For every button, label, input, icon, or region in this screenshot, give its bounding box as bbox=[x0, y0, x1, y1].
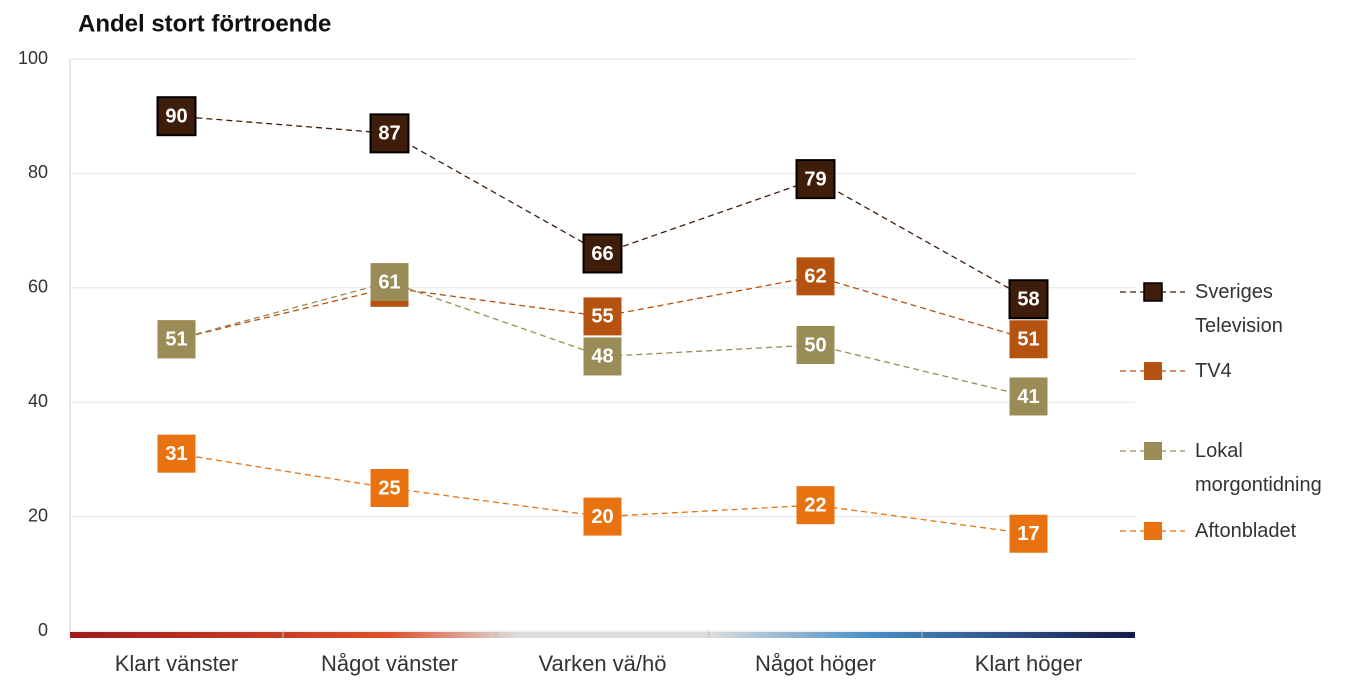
data-label: 31 bbox=[165, 443, 187, 465]
data-marker bbox=[796, 326, 835, 364]
legend-label: TV4 bbox=[1195, 360, 1232, 382]
data-label: 51 bbox=[165, 329, 187, 351]
data-marker bbox=[1009, 377, 1048, 416]
data-label: 87 bbox=[378, 123, 400, 145]
legend-swatch bbox=[1144, 442, 1162, 460]
legend-label: Sveriges Television bbox=[1195, 281, 1283, 337]
series-line bbox=[176, 115, 1029, 300]
data-marker bbox=[157, 434, 196, 473]
data-label: 66 bbox=[591, 243, 613, 265]
legend-label: Aftonbladet bbox=[1195, 520, 1297, 542]
legend-swatch bbox=[1143, 282, 1163, 302]
legend-label: Lokal morgontidning bbox=[1195, 440, 1322, 496]
data-marker bbox=[583, 297, 622, 336]
x-tick-label: Något höger bbox=[755, 651, 876, 676]
data-marker bbox=[1009, 514, 1048, 553]
data-label: 61 bbox=[378, 271, 400, 293]
x-tick-label: Varken vä/hö bbox=[538, 651, 666, 676]
markers: 9087667958516055625151614850413125202217 bbox=[156, 96, 1049, 553]
data-marker bbox=[157, 320, 196, 359]
data-label: 55 bbox=[591, 306, 613, 328]
y-tick-label: 100 bbox=[18, 48, 48, 68]
legend-swatch bbox=[1144, 362, 1162, 380]
data-marker bbox=[582, 233, 623, 274]
data-label: 90 bbox=[165, 105, 187, 127]
data-marker bbox=[370, 263, 409, 302]
data-label: 58 bbox=[1017, 289, 1039, 311]
x-tick-label: Något vänster bbox=[321, 651, 458, 676]
y-tick-label: 0 bbox=[38, 620, 48, 640]
x-tick-label: Klart höger bbox=[975, 651, 1083, 676]
data-label: 50 bbox=[804, 334, 826, 356]
y-tick-label: 60 bbox=[28, 277, 48, 297]
data-label: 41 bbox=[1017, 386, 1039, 408]
data-label: 62 bbox=[804, 266, 826, 288]
data-marker bbox=[796, 486, 835, 525]
spectrum-strip bbox=[70, 632, 1135, 638]
data-marker bbox=[156, 96, 197, 137]
data-marker bbox=[370, 469, 409, 507]
data-label: 20 bbox=[591, 506, 613, 528]
legend-swatch bbox=[1144, 522, 1162, 540]
y-tick-label: 20 bbox=[28, 505, 48, 525]
y-tick-label: 80 bbox=[28, 162, 48, 182]
data-marker bbox=[583, 497, 622, 536]
data-label: 79 bbox=[804, 168, 826, 190]
data-marker bbox=[795, 159, 836, 200]
data-label: 22 bbox=[804, 494, 826, 516]
data-marker bbox=[583, 337, 622, 376]
y-tick-label: 40 bbox=[28, 391, 48, 411]
data-label: 51 bbox=[1017, 329, 1039, 351]
data-label: 48 bbox=[591, 346, 613, 368]
data-marker bbox=[796, 257, 835, 296]
series-line bbox=[176, 281, 1029, 398]
data-marker bbox=[1008, 279, 1049, 320]
data-label: 25 bbox=[378, 477, 400, 499]
data-marker bbox=[1009, 320, 1048, 359]
data-label: 17 bbox=[1017, 523, 1039, 545]
x-tick-label: Klart vänster bbox=[115, 651, 239, 676]
data-marker bbox=[369, 113, 410, 154]
chart-title: Andel stort förtroende bbox=[78, 10, 331, 37]
